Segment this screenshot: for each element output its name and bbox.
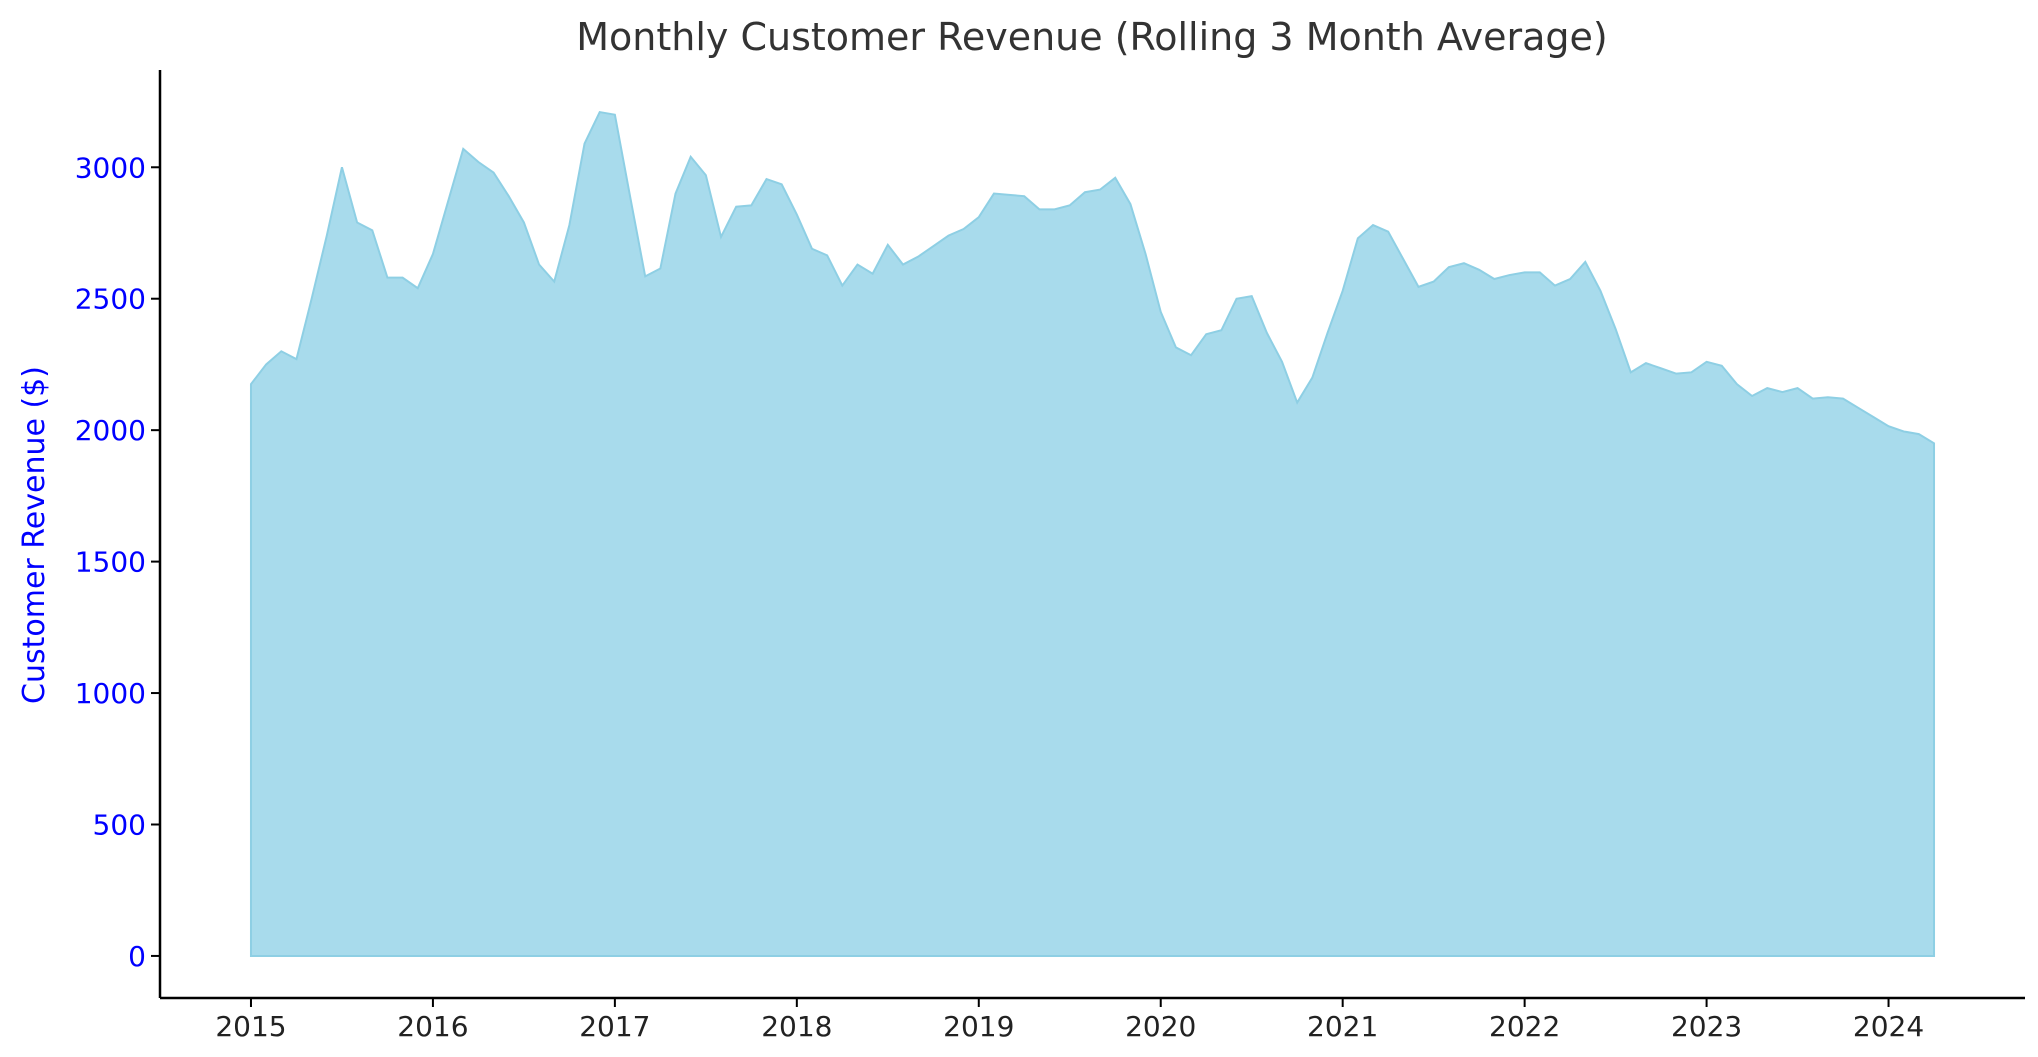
- x-tick-label: 2017: [579, 1010, 650, 1043]
- y-axis-label: Customer Revenue ($): [17, 366, 52, 704]
- x-tick-label: 2021: [1307, 1010, 1378, 1043]
- x-tick-label: 2016: [397, 1010, 468, 1043]
- x-tick-label: 2020: [1125, 1010, 1196, 1043]
- y-tick-label: 2000: [75, 414, 146, 447]
- x-tick-label: 2024: [1853, 1010, 1924, 1043]
- x-tick-label: 2015: [215, 1010, 286, 1043]
- y-tick-label: 1000: [75, 677, 146, 710]
- y-tick-label: 2500: [75, 283, 146, 316]
- y-tick-label: 500: [93, 808, 146, 841]
- y-tick-label: 0: [128, 940, 146, 973]
- y-tick-label: 1500: [75, 546, 146, 579]
- chart-title: Monthly Customer Revenue (Rolling 3 Mont…: [576, 15, 1608, 59]
- revenue-area: [249, 110, 1936, 957]
- y-tick-label: 3000: [75, 151, 146, 184]
- x-tick-label: 2018: [761, 1010, 832, 1043]
- x-tick-label: 2022: [1489, 1010, 1560, 1043]
- x-axis-ticks: 2015 2016 2017 2018 2019 2020 2021 2022 2023 2024: [215, 998, 1924, 1043]
- x-tick-label: 2019: [943, 1010, 1014, 1043]
- x-tick-label: 2023: [1671, 1010, 1742, 1043]
- y-axis-ticks: 0 500 1000 1500 2000 2500 3000: [75, 151, 160, 973]
- area-layer: [249, 110, 1936, 957]
